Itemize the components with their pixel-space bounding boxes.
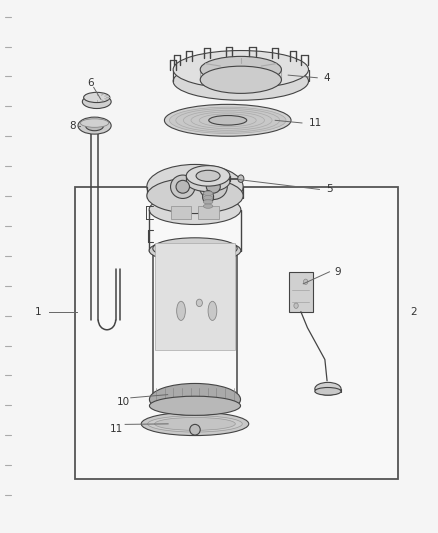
- Ellipse shape: [148, 416, 242, 432]
- Ellipse shape: [78, 117, 111, 134]
- Ellipse shape: [203, 191, 213, 196]
- Ellipse shape: [141, 412, 249, 435]
- Text: 1: 1: [35, 306, 41, 317]
- Ellipse shape: [208, 301, 217, 320]
- Ellipse shape: [206, 180, 220, 193]
- Ellipse shape: [315, 387, 341, 395]
- Ellipse shape: [200, 56, 282, 83]
- Ellipse shape: [84, 92, 110, 102]
- Ellipse shape: [82, 95, 111, 109]
- Ellipse shape: [85, 120, 104, 131]
- Text: 9: 9: [335, 267, 341, 277]
- Text: 2: 2: [410, 306, 417, 317]
- Ellipse shape: [200, 66, 282, 93]
- Ellipse shape: [164, 104, 291, 136]
- Bar: [198, 206, 219, 219]
- Ellipse shape: [199, 174, 227, 199]
- Ellipse shape: [173, 62, 308, 100]
- Text: 4: 4: [324, 73, 330, 83]
- Text: 11: 11: [110, 424, 123, 434]
- Ellipse shape: [176, 109, 279, 132]
- Circle shape: [294, 303, 298, 309]
- Ellipse shape: [203, 200, 213, 204]
- Ellipse shape: [203, 196, 213, 200]
- Circle shape: [238, 175, 244, 182]
- Circle shape: [196, 299, 202, 306]
- Bar: [155, 243, 235, 350]
- Ellipse shape: [173, 51, 308, 88]
- Ellipse shape: [155, 417, 235, 430]
- Ellipse shape: [196, 170, 220, 181]
- Bar: [75, 187, 398, 479]
- Ellipse shape: [199, 114, 256, 127]
- Ellipse shape: [81, 119, 109, 127]
- Ellipse shape: [203, 191, 214, 204]
- Text: 5: 5: [326, 184, 332, 195]
- Ellipse shape: [191, 112, 265, 128]
- Ellipse shape: [186, 166, 230, 186]
- Text: 6: 6: [87, 78, 93, 88]
- Ellipse shape: [184, 110, 272, 131]
- Ellipse shape: [170, 107, 286, 133]
- Ellipse shape: [153, 238, 237, 259]
- Ellipse shape: [315, 382, 341, 395]
- Ellipse shape: [209, 116, 247, 125]
- Text: 8: 8: [69, 120, 76, 131]
- Circle shape: [304, 279, 308, 285]
- Ellipse shape: [147, 165, 243, 209]
- Ellipse shape: [149, 383, 240, 415]
- Bar: [171, 206, 191, 219]
- Ellipse shape: [149, 396, 240, 415]
- Bar: [289, 272, 313, 312]
- Ellipse shape: [177, 301, 185, 320]
- Ellipse shape: [170, 175, 195, 198]
- Ellipse shape: [190, 424, 200, 435]
- Ellipse shape: [186, 171, 230, 192]
- Ellipse shape: [203, 204, 213, 208]
- Ellipse shape: [149, 195, 241, 224]
- Ellipse shape: [149, 239, 241, 262]
- Ellipse shape: [147, 178, 243, 214]
- Text: 10: 10: [117, 397, 130, 407]
- Text: 11: 11: [308, 118, 322, 128]
- Ellipse shape: [176, 180, 190, 193]
